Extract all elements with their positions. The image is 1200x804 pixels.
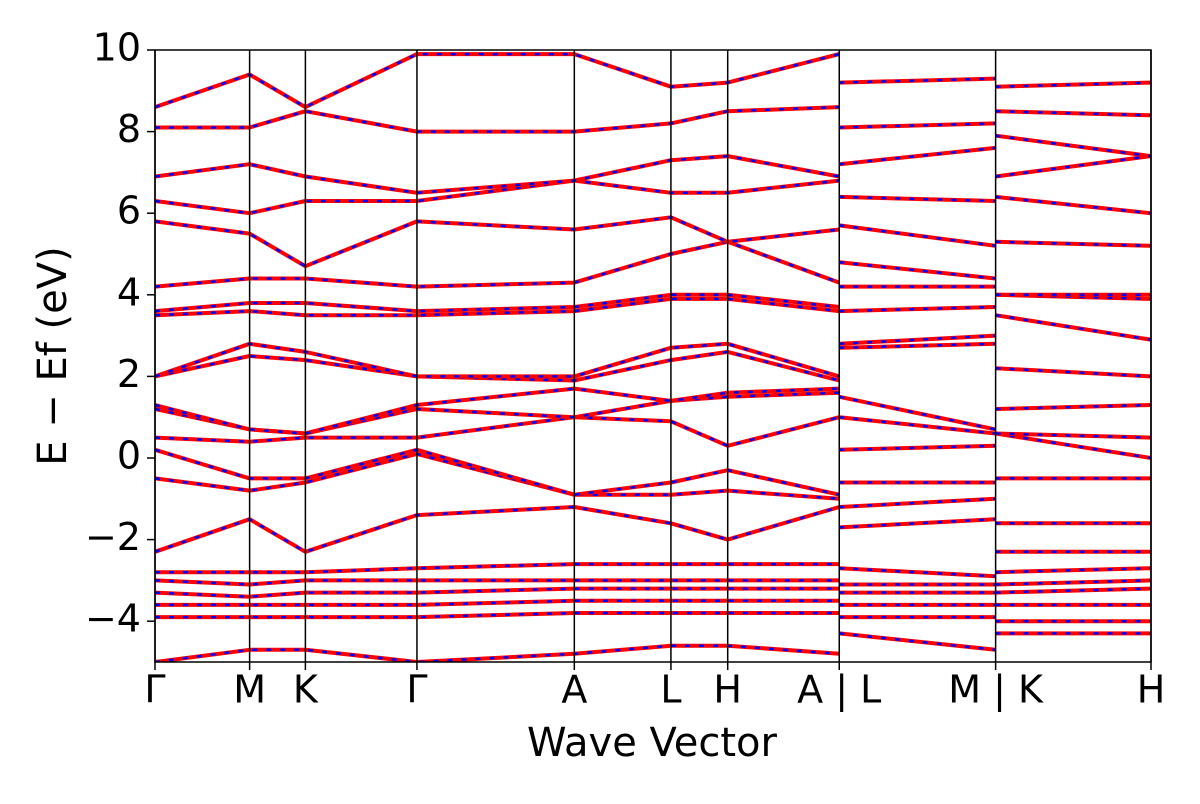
band-line-dashed (839, 77, 996, 84)
band-line (995, 109, 1151, 118)
band-line (995, 194, 1151, 216)
band-line-dashed (995, 134, 1151, 158)
band-line (839, 305, 996, 314)
band-line-dashed (839, 305, 996, 313)
band-line-dashed (995, 587, 1151, 594)
band-line-dashed (995, 293, 1151, 301)
band-line (995, 80, 1151, 89)
band-line-dashed (839, 497, 996, 509)
band-line (995, 313, 1151, 342)
plot-area (155, 52, 1151, 662)
band-line (839, 121, 996, 130)
band-line (155, 341, 840, 379)
band-line (995, 431, 1151, 460)
band-line (995, 366, 1151, 379)
band-line-dashed (839, 444, 996, 452)
x-tick-label: A | L (797, 668, 881, 713)
band-line-dashed (839, 517, 996, 529)
band-line (839, 145, 996, 167)
band-line (155, 505, 840, 554)
band-line (995, 566, 1151, 575)
y-tick-label: 0 (117, 434, 141, 478)
band-line (155, 415, 840, 448)
band-line (839, 223, 996, 248)
band-line (155, 239, 840, 289)
y-tick-label: 4 (117, 270, 141, 314)
band-line-dashed (155, 562, 840, 574)
band-line-dashed (995, 154, 1151, 178)
band-line-dashed (839, 415, 996, 435)
x-tick-label: L (660, 668, 681, 712)
band-line-dashed (995, 240, 1151, 248)
y-tick-label: 6 (117, 189, 141, 233)
y-tick-label: 8 (117, 107, 141, 151)
band-line (839, 631, 996, 652)
band-line-dashed (839, 334, 996, 346)
band-line (839, 517, 996, 530)
band-line-dashed (995, 566, 1151, 574)
x-tick-label: Γ (406, 668, 427, 712)
band-line (155, 349, 840, 383)
band-line (155, 154, 840, 195)
band-line-dashed (155, 52, 840, 109)
x-tick-label: M | K (948, 668, 1044, 713)
x-tick-label: H (1137, 668, 1166, 712)
y-tick-label: −4 (85, 597, 141, 641)
band-line (838, 394, 997, 432)
band-line-dashed (995, 109, 1151, 117)
band-line-dashed (839, 195, 996, 203)
x-tick-label: K (293, 668, 319, 712)
band-line (839, 496, 996, 509)
band-line-dashed (155, 448, 840, 496)
x-tick-label: Γ (144, 668, 165, 712)
band-line (155, 215, 840, 269)
band-line (995, 133, 1151, 159)
band-line-dashed (839, 566, 996, 578)
y-tick-label: 2 (117, 352, 141, 396)
band-line-dashed (839, 122, 996, 129)
band-line (995, 586, 1151, 595)
band-line-dashed (155, 599, 840, 607)
band-line-dashed (155, 293, 840, 313)
band-line-dashed (995, 81, 1151, 88)
band-line (839, 260, 996, 281)
x-tick-label: H (713, 668, 742, 712)
band-line-dashed (155, 505, 840, 554)
band-line-dashed (839, 342, 996, 350)
band-line-dashed (155, 611, 840, 619)
band-line (155, 643, 840, 662)
band-line (155, 105, 840, 134)
band-line (995, 578, 1151, 587)
band-line-dashed (839, 260, 996, 280)
band-line-dashed (995, 195, 1151, 215)
band-line-dashed (155, 342, 840, 378)
y-tick-label: 10 (93, 26, 141, 70)
band-line (995, 239, 1151, 248)
band-line (155, 52, 840, 110)
band-line-dashed (839, 146, 996, 166)
band-line-dashed (995, 432, 1151, 439)
x-tick-label: M (233, 668, 266, 712)
y-axis-label: E − Ef (eV) (30, 246, 76, 465)
band-line (839, 566, 996, 579)
band-line-dashed (995, 579, 1151, 586)
band-line (995, 403, 1151, 411)
band-line (155, 386, 840, 436)
y-tick-label: −2 (85, 515, 141, 559)
band-line-dashed (155, 587, 840, 598)
band-line-dashed (839, 632, 996, 652)
band-line (155, 178, 840, 216)
band-line-dashed (155, 579, 840, 586)
x-axis-label: Wave Vector (527, 720, 778, 766)
band-line (839, 194, 996, 203)
band-line (995, 154, 1151, 179)
band-line-dashed (155, 297, 840, 317)
band-line (839, 443, 996, 452)
band-line-dashed (995, 366, 1151, 378)
x-tick-label: A (561, 668, 587, 712)
band-line (839, 76, 996, 85)
band-line-dashed (995, 403, 1151, 411)
